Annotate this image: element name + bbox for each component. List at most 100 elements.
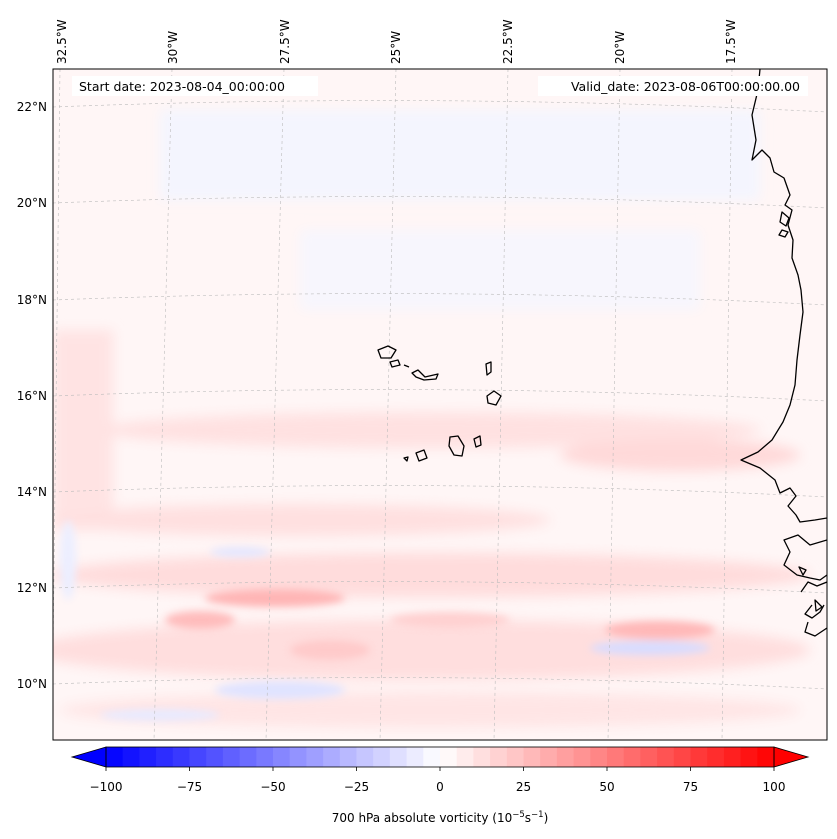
lat-tick-label: 14°N [17,485,47,499]
gridline-lon-20W [607,69,621,740]
gridline-lat-14N [53,485,827,498]
colorbar-segment [673,747,692,767]
colorbar-segment [323,747,341,767]
colorbar-segment [440,747,458,767]
lat-tick-label: 22°N [17,100,47,114]
start-date-box: Start date: 2023-08-04_00:00:00 [72,76,318,96]
vort-pink-band-3 [53,504,550,536]
colorbar-segment [590,747,608,767]
vort-pink-band-2 [560,439,800,471]
vorticity-field [53,110,810,728]
valid-date-background [538,76,808,96]
vort-blue-band-north [160,110,760,200]
vort-max-3 [605,621,715,639]
island-maio [473,435,482,448]
lon-tick-label: 27.5°W [278,19,292,64]
map-frame [52,68,828,741]
gridline-lon-30W [153,69,173,740]
vort-pink-band-4 [53,553,810,597]
start-date-background [72,76,318,96]
colorbar-tick-label: −50 [260,780,285,794]
colorbar-segment [389,747,408,767]
lat-tick-label: 10°N [17,677,47,691]
island-santo-antao [377,345,397,359]
lat-tick-label: 18°N [17,293,47,307]
gridline-lat-16N [53,389,827,402]
vort-pink-band-6 [60,692,800,728]
gridline-lat-22N [53,100,827,113]
colorbar-label-suffix: ) [544,811,549,825]
colorbar-segment [506,747,525,767]
colorbar-segment [222,747,241,767]
colorbar-segment [139,747,157,767]
gridline-lat-18N [53,293,827,306]
colorbar-segment [206,747,224,767]
colorbar-segment [172,747,191,767]
colorbar-label-mid: s [525,811,531,825]
vort-max-5 [390,612,510,628]
vort-min-3 [210,547,270,557]
coastline-southern-fragments [783,534,827,637]
colorbar-segment [373,747,391,767]
colorbar-segment [690,747,708,767]
colorbar-segment [757,747,775,767]
colorbar-segments [106,747,775,767]
colorbar-segment [573,747,591,767]
island-sao-nicolau [411,369,439,381]
colorbar-tick-label: 50 [599,780,614,794]
colorbar-segment [256,747,274,767]
colorbar-segment [356,747,374,767]
gridline-lon-22-5W [493,69,509,740]
cape-verde-islands [377,345,502,462]
gridline-lat-12N [53,581,827,594]
valid-date-label: Valid_date: 2023-08-06T00:00:00.00 [571,79,800,94]
lat-tick-label: 16°N [17,389,47,403]
colorbar-tick-label: 100 [763,780,786,794]
gridline-lon-25W [379,69,397,740]
colorbar-tick-label: 0 [436,780,444,794]
island-sal [485,361,492,376]
colorbar-segment [473,747,491,767]
colorbar-segment [723,747,742,767]
colorbar-segment [740,747,758,767]
colorbar-segment [607,747,625,767]
vort-pink-band-1 [100,412,760,448]
island-santiago [448,435,465,457]
lon-tick-label: 32.5°W [55,19,69,64]
gridline-lat-20N [53,196,827,209]
colorbar-segment [339,747,358,767]
colorbar-tick-label: 25 [516,780,531,794]
vort-max-1 [205,589,345,607]
colorbar-label-prefix: 700 hPa absolute vorticity (10 [332,811,513,825]
vort-min-1 [590,641,710,655]
vort-min-2 [215,681,345,699]
colorbar-label-exp2: −1 [531,810,544,820]
island-boa-vista [486,390,502,406]
coastal-islands [778,211,823,612]
lon-tick-label: 20°W [613,31,627,64]
colorbar-segment [640,747,658,767]
lon-tick-label: 30°W [166,31,180,64]
colorbar-tick-label: −25 [344,780,369,794]
gridline-lon-27-5W [265,69,285,740]
start-date-label: Start date: 2023-08-04_00:00:00 [79,79,285,94]
island-santa-luzia [403,364,410,368]
colorbar-segment [306,747,324,767]
map-panel: Start date: 2023-08-04_00:00:00 Valid_da… [52,68,828,741]
colorbar-segment [523,747,541,767]
lat-tick-label: 20°N [17,196,47,210]
colorbar-segment [122,747,140,767]
vort-min-5 [60,520,76,600]
colorbar-tick-label: −100 [90,780,123,794]
colorbar-label: 700 hPa absolute vorticity (10−5s−1) [332,810,549,825]
colorbar-extend-min [70,746,107,768]
valid-date-box: Valid_date: 2023-08-06T00:00:00.00 [538,76,808,96]
colorbar-tick-labels: −100 −75 −50 −25 0 25 50 75 100 [90,780,786,794]
colorbar-segment [106,747,124,767]
colorbar-extend-max [773,746,810,768]
lon-tick-label: 17.5°W [724,19,738,64]
gridline-lon-17-5W [721,69,733,740]
african-coastline [740,69,827,523]
colorbar-segment [239,747,257,767]
